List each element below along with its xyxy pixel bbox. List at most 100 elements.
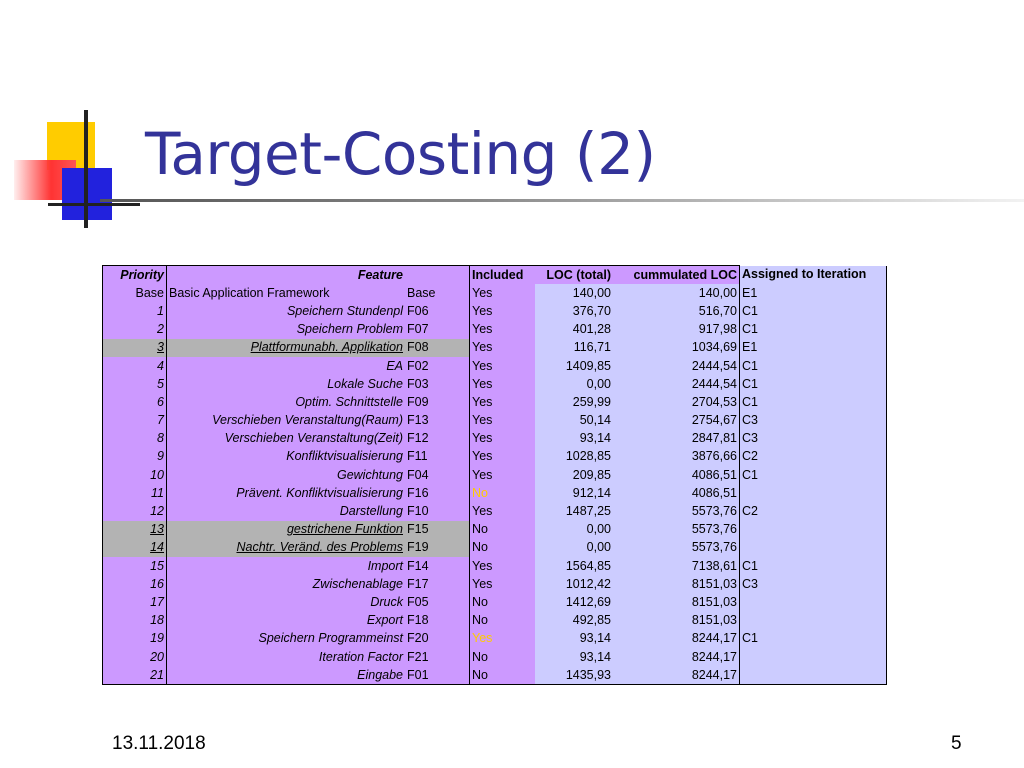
cell-priority: 14 bbox=[102, 538, 167, 557]
cell-cumulated-loc: 8151,03 bbox=[613, 611, 740, 630]
cell-included: Yes bbox=[469, 393, 535, 412]
cell-cumulated-loc: 140,00 bbox=[613, 284, 740, 303]
cell-loc-total: 209,85 bbox=[535, 466, 613, 485]
cell-included: No bbox=[469, 538, 535, 557]
cell-feature: Eingabe bbox=[166, 666, 405, 686]
cell-feature-id: F10 bbox=[405, 502, 470, 521]
cell-feature-id: F12 bbox=[405, 429, 470, 448]
cell-assigned-iteration bbox=[739, 647, 887, 667]
cell-loc-total: 140,00 bbox=[535, 284, 613, 303]
cell-cumulated-loc: 5573,76 bbox=[613, 520, 740, 539]
cell-priority: 5 bbox=[102, 375, 167, 394]
cell-loc-total: 93,14 bbox=[535, 629, 613, 648]
cell-loc-total: 93,14 bbox=[535, 429, 613, 448]
cell-loc-total: 401,28 bbox=[535, 320, 613, 339]
table-row: 4 EA F02 Yes 1409,85 2444,54 C1 bbox=[102, 356, 887, 376]
footer-date: 13.11.2018 bbox=[112, 733, 206, 754]
cell-loc-total: 259,99 bbox=[535, 393, 613, 412]
cell-feature: Optim. Schnittstelle bbox=[166, 393, 405, 412]
table-row: 20 Iteration Factor F21 No 93,14 8244,17 bbox=[102, 647, 887, 667]
cell-feature-id: F13 bbox=[405, 411, 470, 430]
logo-horizontal-line bbox=[48, 203, 140, 206]
cell-priority: 1 bbox=[102, 302, 167, 321]
cell-priority: 8 bbox=[102, 429, 167, 448]
table-header-row: Priority Feature Included LOC (total) cu… bbox=[102, 265, 887, 285]
cell-priority: 19 bbox=[102, 629, 167, 648]
cell-cumulated-loc: 8244,17 bbox=[613, 629, 740, 648]
cell-included: Yes bbox=[469, 338, 535, 357]
cell-feature: Speichern Stundenpl bbox=[166, 302, 405, 321]
cell-included: Yes bbox=[469, 575, 535, 594]
cell-included: Yes bbox=[469, 284, 535, 303]
cell-feature: Basic Application Framework bbox=[166, 284, 405, 303]
cell-feature: Prävent. Konfliktvisualisierung bbox=[166, 484, 405, 503]
cell-included: No bbox=[469, 611, 535, 630]
cell-feature: Verschieben Veranstaltung(Zeit) bbox=[166, 429, 405, 448]
cell-assigned-iteration: C1 bbox=[739, 302, 887, 321]
cell-feature-id: F07 bbox=[405, 320, 470, 339]
cell-priority: 18 bbox=[102, 611, 167, 630]
cell-priority: 6 bbox=[102, 393, 167, 412]
cell-cumulated-loc: 8151,03 bbox=[613, 593, 740, 612]
cell-priority: 13 bbox=[102, 520, 167, 539]
cell-feature: Lokale Suche bbox=[166, 375, 405, 394]
cell-priority: 16 bbox=[102, 575, 167, 594]
cell-cumulated-loc: 2754,67 bbox=[613, 411, 740, 430]
cell-assigned-iteration: C1 bbox=[739, 375, 887, 394]
cell-cumulated-loc: 3876,66 bbox=[613, 447, 740, 467]
cell-cumulated-loc: 917,98 bbox=[613, 320, 740, 339]
cell-loc-total: 1435,93 bbox=[535, 666, 613, 686]
cell-feature-id: F16 bbox=[405, 484, 470, 503]
table-row: 1 Speichern Stundenpl F06 Yes 376,70 516,70 C1 bbox=[102, 302, 887, 321]
cell-included: No bbox=[469, 484, 535, 503]
header-feature: Feature bbox=[166, 265, 405, 285]
cell-included: No bbox=[469, 666, 535, 686]
table-row: 19 Speichern Programmeinst F20 Yes 93,14 8244… bbox=[102, 629, 887, 648]
cell-feature: Konfliktvisualisierung bbox=[166, 447, 405, 467]
cell-priority: 7 bbox=[102, 411, 167, 430]
cell-included: Yes bbox=[469, 466, 535, 485]
cell-included: Yes bbox=[469, 629, 535, 648]
cell-loc-total: 50,14 bbox=[535, 411, 613, 430]
cell-priority: 17 bbox=[102, 593, 167, 612]
table-body: Base Basic Application Framework Base Yes 14… bbox=[102, 284, 887, 686]
cell-cumulated-loc: 5573,76 bbox=[613, 502, 740, 521]
cell-feature-id: F21 bbox=[405, 647, 470, 667]
cell-cumulated-loc: 4086,51 bbox=[613, 466, 740, 485]
cell-loc-total: 1409,85 bbox=[535, 356, 613, 376]
cell-priority: 20 bbox=[102, 647, 167, 667]
cell-feature: gestrichene Funktion bbox=[166, 520, 405, 539]
table-row: 17 Druck F05 No 1412,69 8151,03 bbox=[102, 593, 887, 612]
cell-cumulated-loc: 4086,51 bbox=[613, 484, 740, 503]
logo-vertical-line bbox=[84, 110, 88, 228]
cell-assigned-iteration: E1 bbox=[739, 338, 887, 357]
cell-feature: EA bbox=[166, 356, 405, 376]
table-row: 16 Zwischenablage F17 Yes 1012,42 8151,03 C3 bbox=[102, 575, 887, 594]
table-row: 2 Speichern Problem F07 Yes 401,28 917,98 C1 bbox=[102, 320, 887, 339]
cell-feature: Import bbox=[166, 557, 405, 576]
cell-cumulated-loc: 2847,81 bbox=[613, 429, 740, 448]
cell-loc-total: 0,00 bbox=[535, 375, 613, 394]
cell-feature-id: Base bbox=[405, 284, 470, 303]
cell-feature: Speichern Programmeinst bbox=[166, 629, 405, 648]
cell-included: Yes bbox=[469, 557, 535, 576]
cell-loc-total: 1564,85 bbox=[535, 557, 613, 576]
cell-feature-id: F20 bbox=[405, 629, 470, 648]
cell-included: Yes bbox=[469, 302, 535, 321]
feature-table-container: Priority Feature Included LOC (total) cu… bbox=[102, 265, 887, 686]
table-row: 9 Konfliktvisualisierung F11 Yes 1028,85 3876… bbox=[102, 447, 887, 467]
cell-assigned-iteration bbox=[739, 666, 887, 686]
cell-feature-id: F05 bbox=[405, 593, 470, 612]
cell-cumulated-loc: 2444,54 bbox=[613, 375, 740, 394]
table-row: 5 Lokale Suche F03 Yes 0,00 2444,54 C1 bbox=[102, 375, 887, 394]
cell-loc-total: 1412,69 bbox=[535, 593, 613, 612]
cell-assigned-iteration: C1 bbox=[739, 557, 887, 576]
cell-feature: Gewichtung bbox=[166, 466, 405, 485]
cell-included: No bbox=[469, 647, 535, 667]
cell-feature-id: F17 bbox=[405, 575, 470, 594]
cell-cumulated-loc: 1034,69 bbox=[613, 338, 740, 357]
cell-loc-total: 1487,25 bbox=[535, 502, 613, 521]
cell-priority: 9 bbox=[102, 447, 167, 467]
cell-included: Yes bbox=[469, 375, 535, 394]
table-row: 18 Export F18 No 492,85 8151,03 bbox=[102, 611, 887, 630]
